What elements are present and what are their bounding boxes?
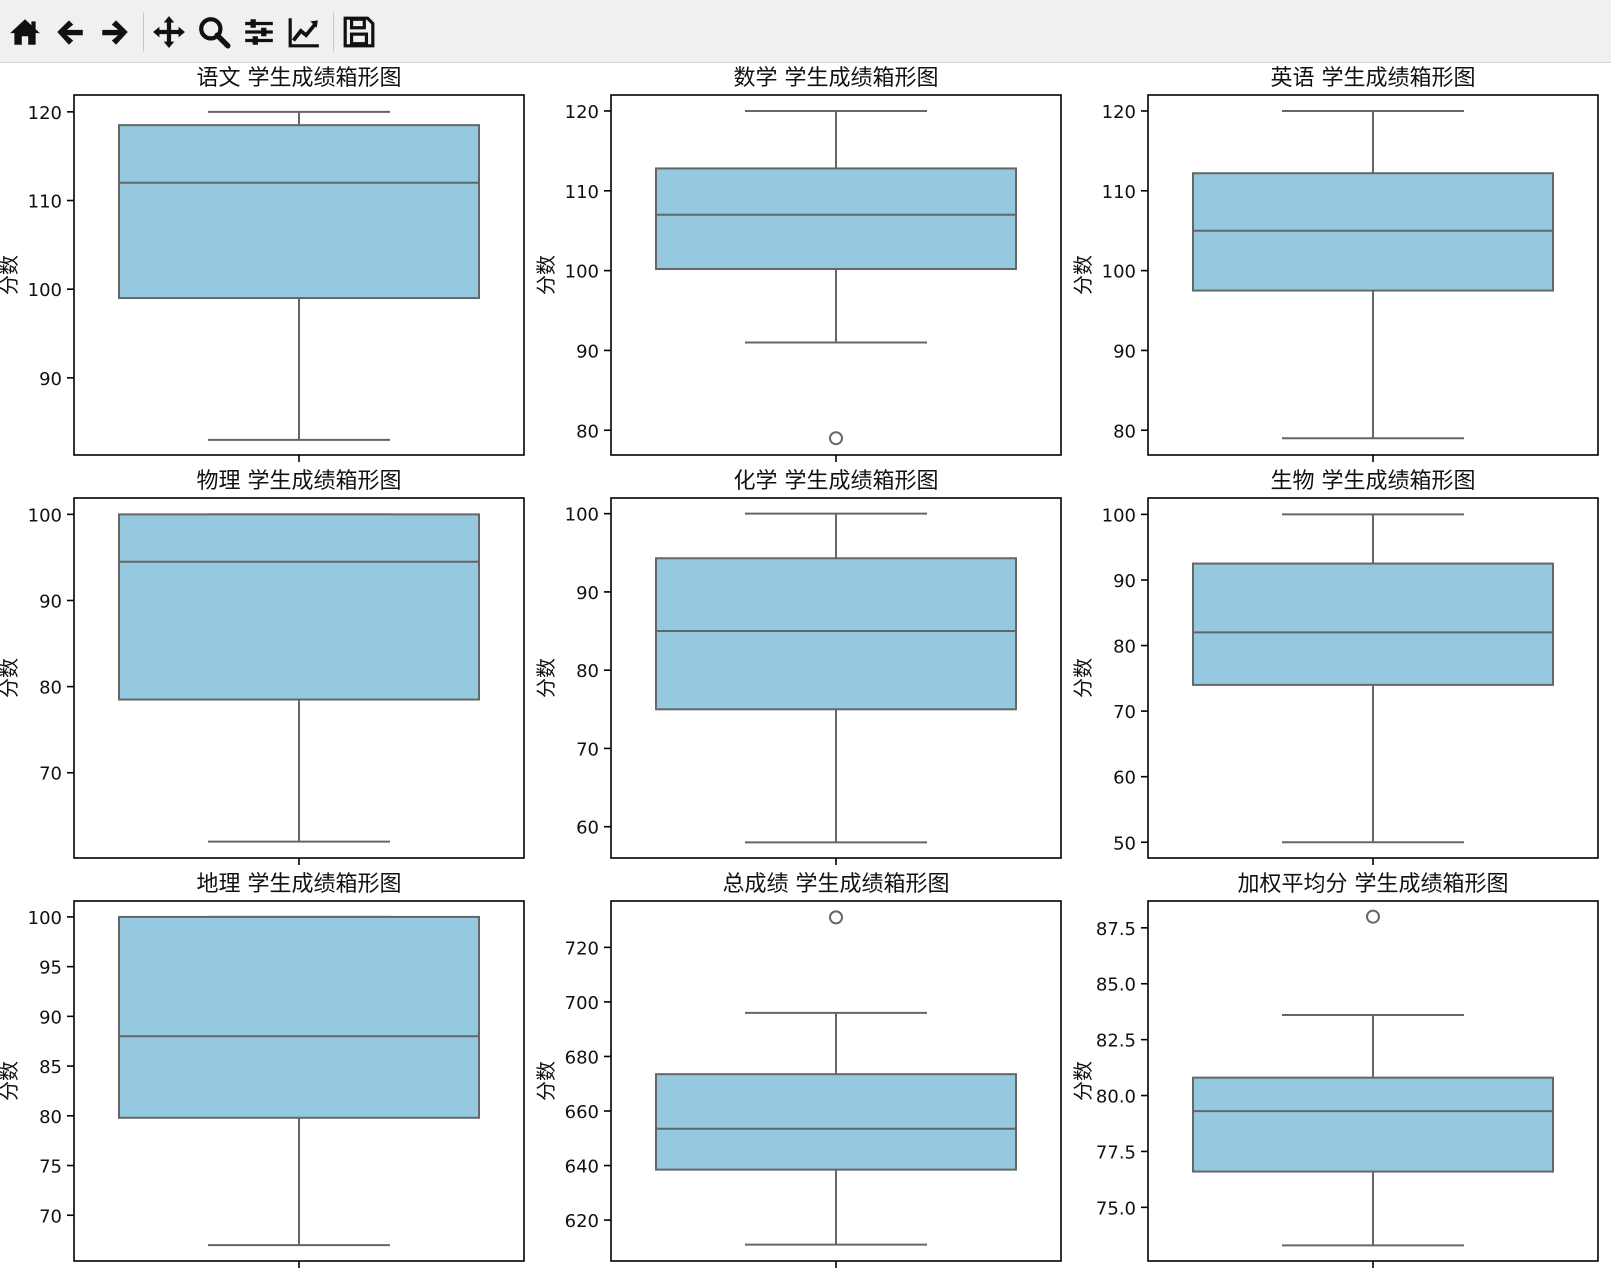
- y-tick-label: 80: [39, 1107, 62, 1128]
- y-axis-label: 分数: [1071, 1061, 1095, 1101]
- iqr-box: [118, 124, 480, 300]
- y-tick-label: 70: [1113, 702, 1136, 723]
- y-tick-label: 85: [39, 1057, 62, 1078]
- outlier-point: [1366, 909, 1380, 924]
- zoom-icon[interactable]: [195, 14, 233, 50]
- subplot-title: 地理 学生成绩箱形图: [197, 872, 402, 897]
- y-tick-label: 77.5: [1096, 1142, 1136, 1163]
- iqr-box: [655, 1073, 1017, 1171]
- y-tick-label: 120: [28, 103, 62, 124]
- y-axis-label: 分数: [1071, 255, 1095, 295]
- y-tick-label: 90: [576, 583, 599, 604]
- y-tick-label: 75: [39, 1157, 62, 1178]
- y-tick-label: 87.5: [1096, 919, 1136, 940]
- iqr-box: [655, 167, 1017, 271]
- y-axis-label: 分数: [534, 255, 558, 295]
- subplot-title: 总成绩 学生成绩箱形图: [723, 872, 950, 897]
- y-tick-label: 90: [576, 341, 599, 362]
- iqr-box: [118, 513, 480, 701]
- subplot-title: 语文 学生成绩箱形图: [197, 66, 402, 91]
- y-tick-label: 720: [565, 938, 599, 959]
- home-icon[interactable]: [6, 14, 44, 50]
- iqr-box: [1192, 1076, 1554, 1173]
- y-tick-label: 90: [39, 1007, 62, 1028]
- y-axis-label: 分数: [534, 1061, 558, 1101]
- y-tick-label: 80: [576, 421, 599, 442]
- y-tick-label: 100: [1102, 505, 1136, 526]
- subplot-title: 化学 学生成绩箱形图: [734, 469, 939, 494]
- y-tick-label: 80: [1113, 421, 1136, 442]
- y-tick-label: 100: [28, 505, 62, 526]
- y-tick-label: 680: [565, 1047, 599, 1068]
- y-tick-label: 82.5: [1096, 1031, 1136, 1052]
- subplot-title: 数学 学生成绩箱形图: [734, 66, 939, 91]
- y-tick-label: 90: [39, 369, 62, 390]
- y-tick-label: 90: [1113, 341, 1136, 362]
- iqr-box: [118, 915, 480, 1119]
- pan-icon[interactable]: [150, 14, 188, 50]
- y-tick-label: 60: [576, 818, 599, 839]
- y-axis-label: 分数: [0, 658, 21, 698]
- navigation-toolbar: [0, 0, 1611, 63]
- y-tick-label: 100: [565, 505, 599, 526]
- y-axis-label: 分数: [0, 255, 21, 295]
- y-tick-label: 620: [565, 1211, 599, 1232]
- y-tick-label: 75.0: [1096, 1198, 1136, 1219]
- y-tick-label: 660: [565, 1102, 599, 1123]
- y-tick-label: 60: [1113, 768, 1136, 789]
- y-axis-label: 分数: [0, 1061, 21, 1101]
- y-tick-label: 100: [28, 908, 62, 929]
- y-tick-label: 70: [39, 764, 62, 785]
- y-tick-label: 100: [565, 262, 599, 283]
- subplot-title: 物理 学生成绩箱形图: [197, 469, 402, 494]
- edit-axis-icon[interactable]: [285, 14, 323, 50]
- y-tick-label: 80: [39, 678, 62, 699]
- y-tick-label: 80: [576, 661, 599, 682]
- y-tick-label: 110: [1102, 182, 1136, 203]
- y-tick-label: 700: [565, 993, 599, 1014]
- y-tick-label: 70: [39, 1206, 62, 1227]
- outlier-point: [829, 431, 843, 446]
- subplot-title: 加权平均分 学生成绩箱形图: [1238, 872, 1509, 897]
- save-icon[interactable]: [340, 14, 378, 50]
- y-axis-label: 分数: [534, 658, 558, 698]
- y-tick-label: 120: [565, 102, 599, 123]
- y-tick-label: 90: [1113, 571, 1136, 592]
- back-arrow-icon[interactable]: [51, 14, 89, 50]
- y-tick-label: 80: [1113, 637, 1136, 658]
- y-tick-label: 110: [28, 192, 62, 213]
- iqr-box: [655, 557, 1017, 711]
- y-tick-label: 70: [576, 739, 599, 760]
- y-tick-label: 100: [1102, 262, 1136, 283]
- forward-arrow-icon[interactable]: [96, 14, 134, 50]
- y-axis-label: 分数: [1071, 658, 1095, 698]
- y-tick-label: 85.0: [1096, 975, 1136, 996]
- iqr-box: [1192, 172, 1554, 292]
- y-tick-label: 90: [39, 591, 62, 612]
- y-tick-label: 50: [1113, 833, 1136, 854]
- y-tick-label: 100: [28, 280, 62, 301]
- subplot-title: 英语 学生成绩箱形图: [1271, 66, 1476, 91]
- y-tick-label: 95: [39, 958, 62, 979]
- y-tick-label: 640: [565, 1157, 599, 1178]
- outlier-point: [829, 910, 843, 925]
- y-tick-label: 80.0: [1096, 1087, 1136, 1108]
- subplot-title: 生物 学生成绩箱形图: [1271, 469, 1476, 494]
- y-tick-label: 120: [1102, 102, 1136, 123]
- iqr-box: [1192, 562, 1554, 686]
- configure-subplots-icon[interactable]: [240, 14, 278, 50]
- y-tick-label: 110: [565, 182, 599, 203]
